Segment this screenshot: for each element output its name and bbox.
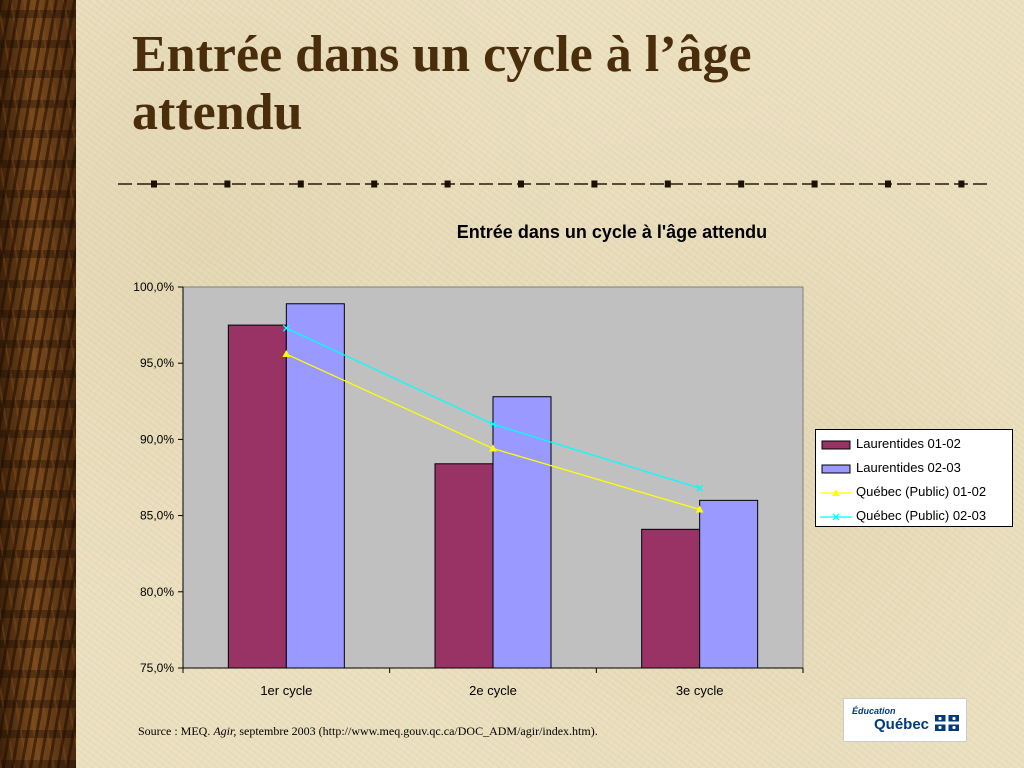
divider-dot [958,180,965,188]
line-point-2-1 [282,324,290,332]
x-tick-label: 2e cycle [469,683,517,698]
divider-dot [811,180,818,188]
source-suffix: septembre 2003 (http://www.meq.gouv.qc.c… [236,724,598,738]
bar-1-1 [227,324,287,669]
legend-label: Québec (Public) 02-03 [856,508,987,523]
divider-dot [297,180,304,188]
divider-dot [371,180,378,188]
bar-2-3 [699,499,759,669]
legend-swatch [820,513,852,521]
education-quebec-logo: Éducation Québec [843,698,967,742]
legend-item: Québec (Public) 02-03 [816,506,1012,526]
line-point-1-2 [489,444,497,452]
legend-item: Québec (Public) 01-02 [816,482,1012,502]
y-tick-label: 100,0% [133,280,174,294]
legend-item: Laurentides 01-02 [816,434,1012,454]
legend-label: Laurentides 02-03 [856,460,961,475]
slide-title: Entrée dans un cycle à l’âge attendu [132,26,752,141]
line-point-1-1 [282,350,291,358]
legend: Laurentides 01-02 Laurentides 02-03 Québec… [815,429,1013,527]
bar-2-2 [492,396,552,669]
lines [282,324,704,513]
fleur-de-lis-flag-icon [935,715,959,731]
y-tick-label: 85,0% [140,509,174,523]
source-italic: Agir, [213,724,237,738]
legend-swatch [821,464,851,474]
divider-dot [738,180,745,188]
legend-swatch [821,440,851,450]
divider-dot [885,180,891,188]
y-tick-label: 80,0% [140,585,174,599]
divider-dot [591,180,598,188]
bar-1-3 [641,528,701,669]
line-point-1-3 [695,505,704,513]
legend-label: Laurentides 01-02 [856,436,961,451]
wood-border [0,0,76,768]
line-point-2-3 [696,484,704,492]
bar-1-2 [434,463,494,669]
logo-line1: Éducation [852,706,896,716]
x-tick-label: 3e cycle [676,683,724,698]
y-tick-label: 75,0% [140,661,174,675]
y-tick-label: 95,0% [140,356,174,370]
divider-dot [518,180,524,188]
x-tick-label: 1er cycle [260,683,312,698]
divider-dot [151,180,157,188]
legend-swatch [820,489,852,496]
line-point-2-2 [489,420,497,428]
y-tick-label: 90,0% [140,432,174,446]
source-prefix: Source : MEQ. [138,724,214,738]
divider-dot [664,180,671,188]
dotted-divider [118,180,990,188]
bars [227,303,759,669]
divider-dot [444,180,451,188]
chart-title: Entrée dans un cycle à l'âge attendu [456,222,768,242]
source-note: Source : MEQ. Agir, septembre 2003 (http… [138,724,598,739]
legend-label: Québec (Public) 01-02 [856,484,987,499]
axes: 75,0% 80,0% 85,0% 90,0% 95,0% 100,0% 1er cycle… [133,280,804,698]
bar-2-1 [285,303,345,669]
divider-dot [224,180,231,188]
legend-item: Laurentides 02-03 [816,458,1012,478]
logo-line2: Québec [874,716,930,733]
